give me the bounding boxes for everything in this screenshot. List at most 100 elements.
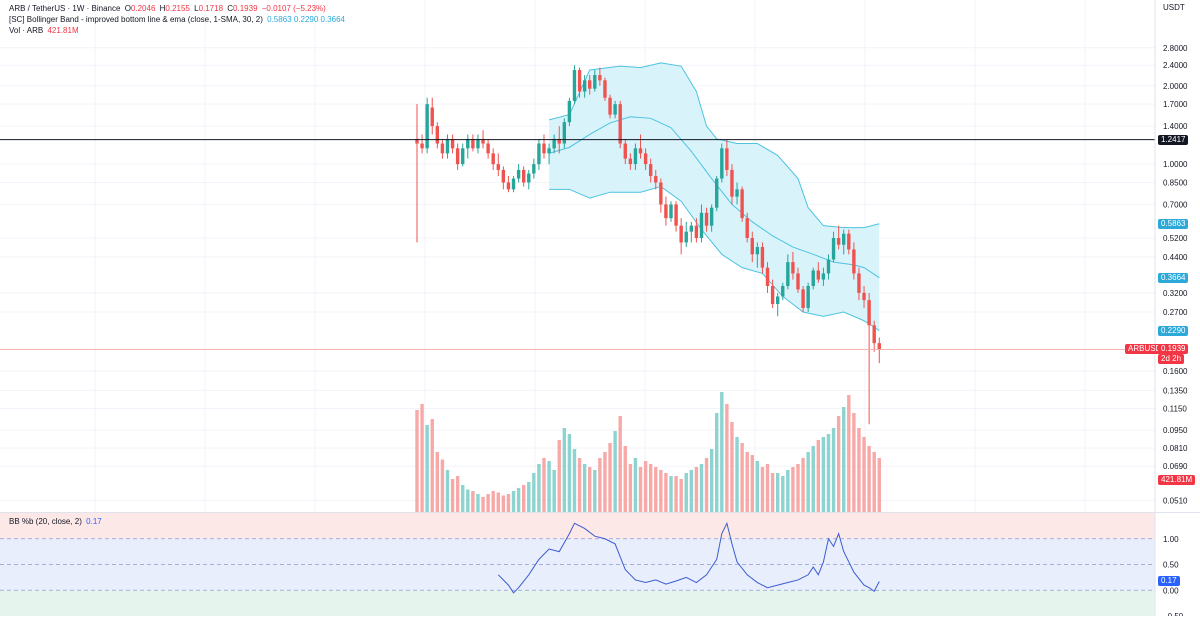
candle-body [638, 148, 643, 154]
volume-bar [450, 479, 455, 512]
price-lines [0, 139, 1155, 350]
candle-body [862, 292, 866, 301]
volume-bar [440, 459, 445, 512]
volume-bar [684, 473, 688, 512]
candle-body [654, 176, 658, 183]
candle-body [532, 164, 536, 174]
osc-overbought-zone [0, 513, 1155, 539]
volume-bar [781, 476, 785, 512]
price-axis[interactable]: 2.8000 2.4000 2.0000 1.7000 1.4000 1.0000 0.85… [1154, 0, 1188, 616]
volume-bar [760, 467, 765, 512]
volume-bar [598, 458, 602, 512]
volume-bar [521, 485, 526, 512]
volume-bar [506, 494, 511, 512]
volume-bar [476, 494, 480, 512]
volume-bar [618, 416, 622, 512]
volume-bar [643, 461, 648, 512]
candle-body [557, 138, 561, 144]
candle-body [760, 247, 765, 268]
volume-bar [872, 452, 876, 512]
volume-bar [613, 431, 617, 512]
candle-body [461, 148, 465, 165]
open-label: O [124, 4, 131, 13]
candle-body [511, 178, 516, 190]
candle-body [567, 100, 572, 123]
volume-bar [674, 476, 678, 512]
price-axis-tick-label: 0.4400 [1163, 253, 1188, 262]
volume-bar [648, 464, 653, 512]
volume-bar [750, 455, 754, 512]
volume-bar [430, 419, 434, 512]
candle-body [481, 138, 485, 144]
volume-bar [836, 416, 841, 512]
candle-body [816, 270, 821, 280]
candle-body [633, 148, 638, 165]
volume-bar [725, 404, 729, 512]
volume-bar [623, 446, 627, 512]
osc-oversold-zone [0, 590, 1155, 616]
candle-body [527, 173, 531, 183]
candle-body [720, 148, 724, 179]
bollinger-lower-line [549, 185, 880, 332]
volume-bar [445, 470, 450, 512]
volume-bar [516, 488, 521, 512]
candle-body [847, 233, 851, 250]
oscillator-title[interactable]: BB %b (20, close, 2) [9, 517, 82, 526]
candle-body [836, 238, 841, 245]
oscillator-value-tag: 0.17 [1158, 576, 1180, 587]
candle-body [704, 212, 709, 226]
volume-bar [455, 476, 460, 512]
volume-bar [796, 464, 800, 512]
candle-body [745, 218, 749, 239]
volume-bar [481, 497, 485, 512]
volume-bar [461, 485, 465, 512]
candle-body [669, 204, 673, 219]
bb-percent-b-line [497, 521, 880, 594]
candle-body [684, 231, 688, 243]
candle-body [694, 225, 699, 239]
oscillator-value: 0.17 [86, 517, 102, 526]
volume-bar [501, 495, 506, 512]
volume-bar [659, 470, 663, 512]
osc-axis-tick-label: 0.00 [1163, 586, 1179, 595]
volume-bar [699, 464, 704, 512]
price-axis-tick-label: 1.7000 [1163, 100, 1188, 109]
volume-bar [577, 458, 582, 512]
candle-body [435, 126, 440, 144]
candle-body [420, 143, 424, 149]
candle-body [491, 153, 495, 165]
currency-label[interactable]: USDT [1163, 3, 1185, 12]
volume-bar [664, 473, 668, 512]
low-value: 0.1718 [198, 4, 224, 13]
symbol-title[interactable]: ARB / TetherUS · 1W · Binance [9, 4, 121, 13]
price-axis-tick-label: 1.4000 [1163, 122, 1188, 131]
price-axis-tick-label: 2.0000 [1163, 82, 1188, 91]
oscillator-background [0, 512, 1200, 616]
volume-bar [811, 446, 815, 512]
price-axis-tick-label: 1.0000 [1163, 160, 1188, 169]
candle-body [765, 267, 770, 287]
legend-oscillator: BB %b (20, close, 2) 0.17 [9, 516, 102, 527]
volume-bar [786, 470, 790, 512]
volume-bar [425, 425, 429, 512]
candle-body [852, 249, 856, 274]
candle-body [466, 138, 470, 149]
candle-body [501, 169, 506, 183]
candle-body [699, 212, 704, 239]
volume-bar [791, 467, 795, 512]
volume-bar [532, 473, 536, 512]
candle-body [455, 148, 460, 165]
volume-title[interactable]: Vol · ARB [9, 26, 44, 35]
candle-body [770, 286, 775, 304]
candle-body [725, 148, 729, 170]
bollinger-title[interactable]: [SC] Bollinger Band - improved bottom li… [9, 15, 263, 24]
bar-countdown-tag: 2d 2h [1158, 354, 1185, 365]
candle-body [618, 104, 622, 144]
candle-body [445, 138, 450, 154]
volume-bar [816, 440, 821, 512]
volume-bar [654, 467, 658, 512]
candle-body [582, 80, 587, 92]
volume-bar [740, 443, 744, 512]
